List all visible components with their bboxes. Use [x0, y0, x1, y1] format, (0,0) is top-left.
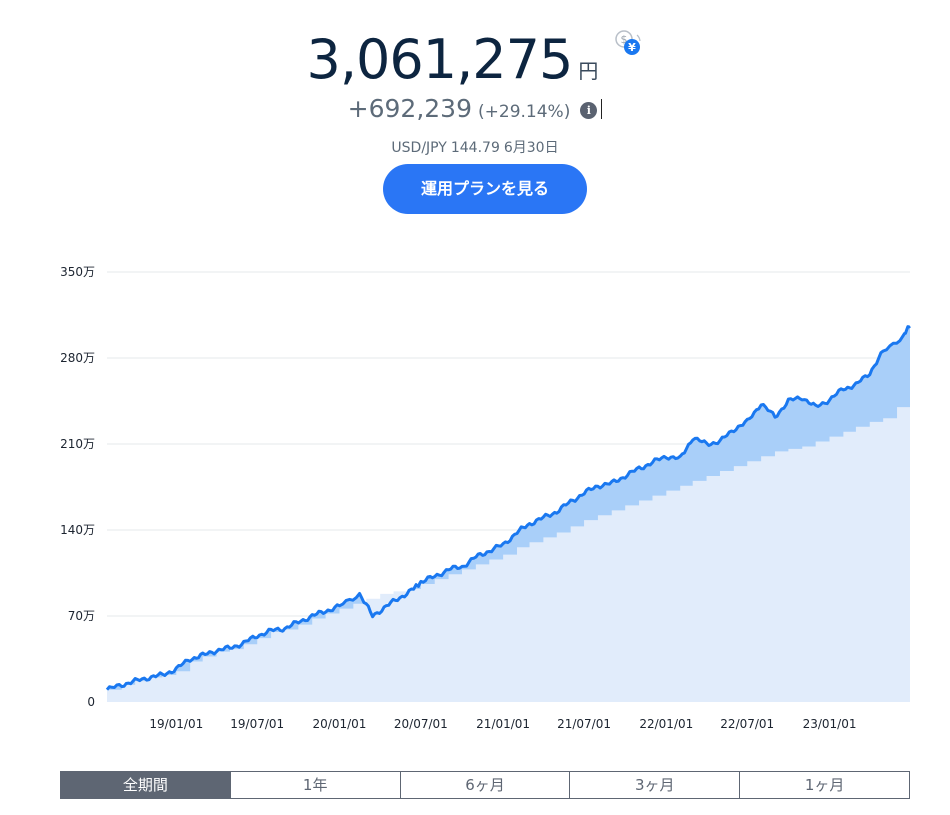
rate-pair: USD/JPY [391, 140, 447, 156]
tab-1-month[interactable]: 1ヶ月 [739, 772, 909, 798]
view-plan-button[interactable]: 運用プランを見る [383, 164, 587, 214]
valuation-line [105, 324, 911, 691]
principal-area [107, 407, 910, 702]
y-tick-label: 210万 [60, 437, 95, 451]
x-tick-label: 22/07/01 [720, 717, 774, 731]
y-tick-label: 140万 [60, 523, 95, 537]
y-tick-label: 0 [87, 695, 95, 709]
currency-unit: 円 [578, 59, 599, 83]
x-tick-label: 22/01/01 [639, 717, 693, 731]
period-tabs: 全期間 1年 6ヶ月 3ヶ月 1ヶ月 [60, 771, 910, 799]
y-axis-labels: 0 70万 140万 210万 280万 350万 [60, 265, 95, 709]
dollar-sign: $ [621, 33, 628, 46]
tab-6-months[interactable]: 6ヶ月 [399, 772, 570, 798]
total-valuation: 3,061,275 円 $ ¥ [0, 28, 950, 91]
valuation-amount: 3,061,275 [306, 28, 574, 91]
asset-chart-svg: 0 70万 140万 210万 280万 350万 19/01/01 19/07/01 20/… [60, 265, 911, 731]
exchange-rate: USD/JPY 144.79 6月30日 [0, 137, 950, 157]
gain-summary: +692,239 (+29.14%) i [0, 94, 950, 123]
tab-all-period[interactable]: 全期間 [61, 772, 230, 798]
text-cursor [601, 99, 603, 119]
rate-date: 6月30日 [503, 140, 559, 156]
x-tick-label: 20/07/01 [394, 717, 448, 731]
swap-arrow [637, 34, 642, 42]
x-tick-label: 20/01/01 [313, 717, 367, 731]
info-icon[interactable]: i [580, 102, 598, 119]
x-tick-label: 21/07/01 [557, 717, 611, 731]
gain-percent: (+29.14%) [478, 102, 571, 122]
tab-1-year[interactable]: 1年 [229, 772, 400, 798]
currency-switch-icon[interactable]: $ ¥ [613, 28, 643, 58]
gain-amount: +692,239 [347, 94, 472, 123]
x-tick-label: 23/01/01 [803, 717, 857, 731]
x-axis-labels: 19/01/01 19/07/01 20/01/01 20/07/01 21/01/01… [149, 717, 856, 731]
x-tick-label: 19/07/01 [230, 717, 284, 731]
yen-coin [624, 39, 641, 55]
tab-3-months[interactable]: 3ヶ月 [569, 772, 740, 798]
y-tick-label: 350万 [60, 265, 95, 279]
x-tick-label: 21/01/01 [476, 717, 530, 731]
y-tick-label: 70万 [68, 609, 95, 623]
asset-chart: 0 70万 140万 210万 280万 350万 19/01/01 19/07/01 20/… [0, 250, 930, 744]
rate-value: 144.79 [450, 140, 500, 156]
yen-sign: ¥ [629, 41, 637, 54]
y-tick-label: 280万 [60, 351, 95, 365]
x-tick-label: 19/01/01 [149, 717, 203, 731]
